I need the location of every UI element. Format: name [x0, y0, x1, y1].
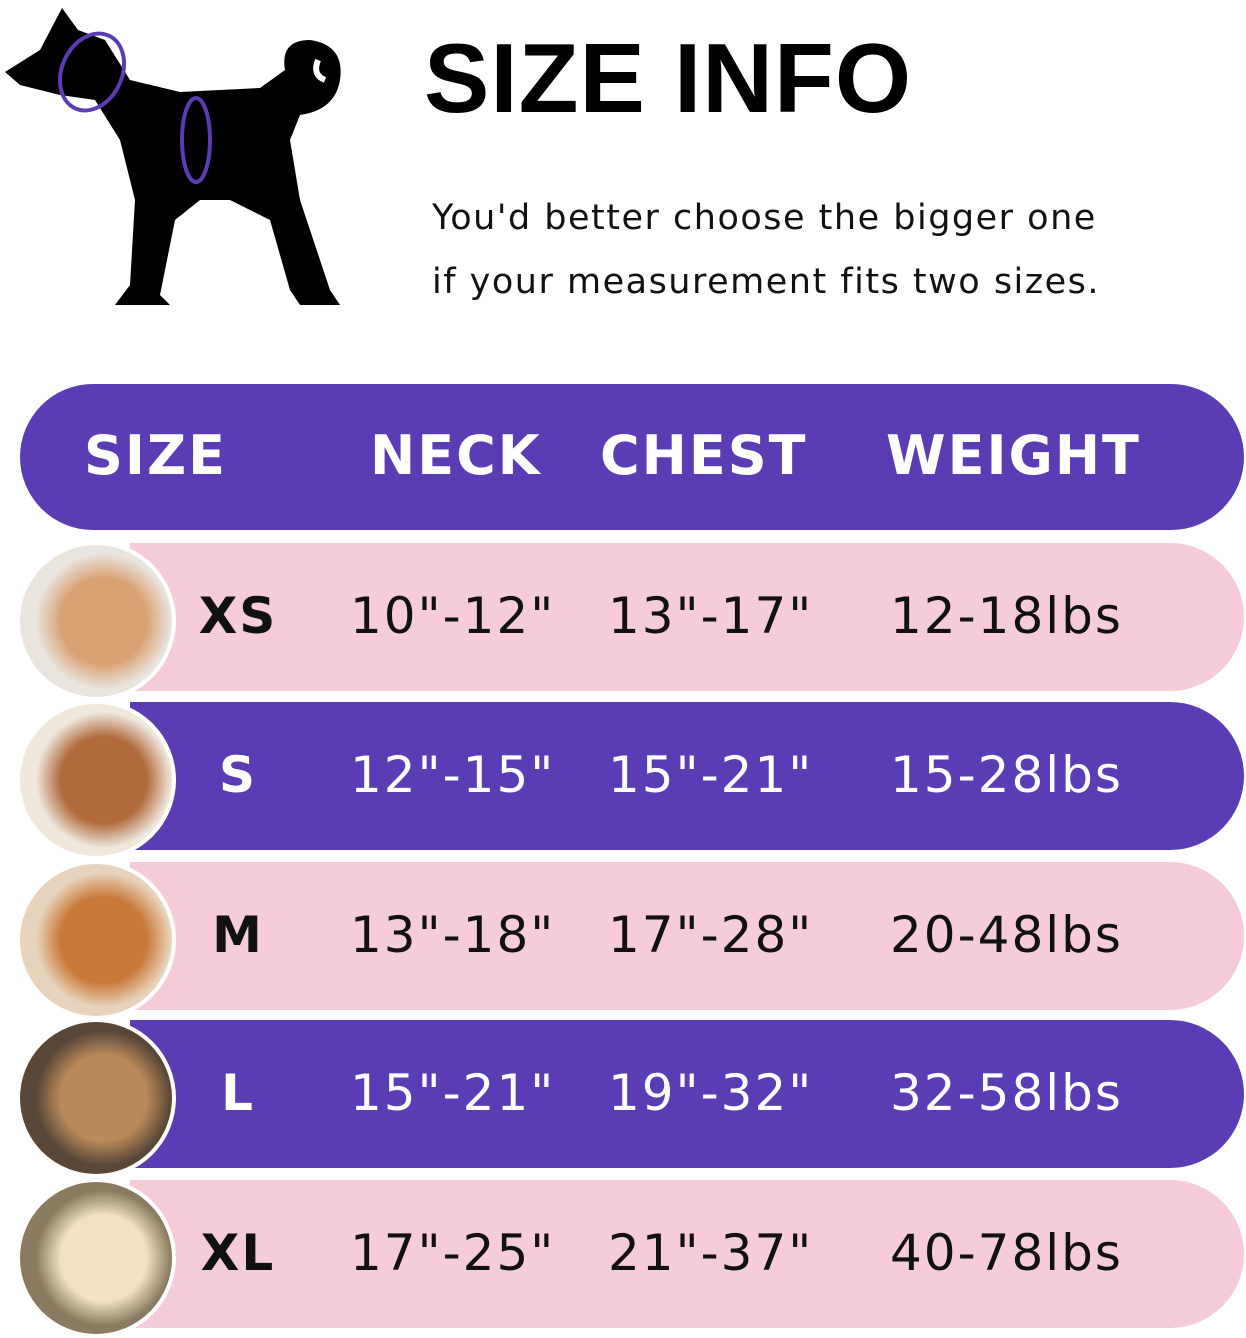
weight-value: 32-58lbs: [890, 1064, 1123, 1122]
chest-value: 19"-32": [608, 1064, 814, 1122]
header-chest: CHEST: [600, 424, 808, 487]
neck-value: 15"-21": [350, 1064, 556, 1122]
size-label: S: [218, 746, 257, 804]
table-row: M 13"-18" 17"-28" 20-48lbs: [0, 860, 1246, 1020]
dog-measurement-silhouette-icon: [5, 8, 341, 305]
table-row: XS 10"-12" 13"-17" 12-18lbs: [0, 541, 1246, 701]
weight-value: 20-48lbs: [890, 906, 1123, 964]
dog-photo-poodle: [16, 700, 176, 860]
neck-value: 13"-18": [350, 906, 556, 964]
table-header: SIZE NECK CHEST WEIGHT: [20, 384, 1244, 530]
size-advice-line-1: You'd better choose the bigger one: [432, 198, 1097, 238]
size-label: L: [221, 1064, 255, 1122]
row-band: [130, 862, 1244, 1010]
row-band: [130, 702, 1244, 850]
chest-value: 17"-28": [608, 906, 814, 964]
weight-value: 40-78lbs: [890, 1224, 1123, 1282]
row-band: [130, 543, 1244, 691]
size-advice: You'd better choose the bigger one if yo…: [432, 186, 1100, 314]
table-row: XL 17"-25" 21"-37" 40-78lbs: [0, 1178, 1246, 1338]
table-row: L 15"-21" 19"-32" 32-58lbs: [0, 1018, 1246, 1178]
page-title: SIZE INFO: [424, 23, 913, 133]
chest-value: 13"-17": [608, 587, 814, 645]
neck-value: 10"-12": [350, 587, 556, 645]
header-weight: WEIGHT: [886, 424, 1141, 487]
chest-value: 21"-37": [608, 1224, 814, 1282]
header-size: SIZE: [84, 424, 228, 487]
size-label: XS: [198, 587, 278, 645]
header-neck: NECK: [370, 424, 542, 487]
row-band: [130, 1020, 1244, 1168]
dog-photo-labrador: [16, 1178, 176, 1338]
dog-photo-pomeranian: [16, 541, 176, 701]
size-label: XL: [200, 1224, 276, 1282]
neck-value: 12"-15": [350, 746, 556, 804]
row-band: [130, 1180, 1244, 1328]
table-row: S 12"-15" 15"-21" 15-28lbs: [0, 700, 1246, 860]
weight-value: 15-28lbs: [890, 746, 1123, 804]
size-label: M: [212, 906, 264, 964]
size-advice-line-2: if your measurement fits two sizes.: [432, 262, 1101, 302]
weight-value: 12-18lbs: [890, 587, 1123, 645]
dog-photo-shiba-inu: [16, 860, 176, 1020]
chest-value: 15"-21": [608, 746, 814, 804]
neck-value: 17"-25": [350, 1224, 556, 1282]
dog-photo-french-bulldog: [16, 1018, 176, 1178]
